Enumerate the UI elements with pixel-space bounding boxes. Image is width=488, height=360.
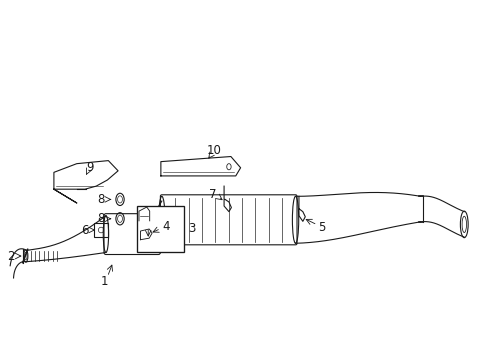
Text: 2: 2: [7, 249, 15, 262]
Text: 10: 10: [206, 144, 222, 157]
Text: 3: 3: [188, 222, 195, 235]
Bar: [136, 206, 184, 252]
Text: 1: 1: [101, 275, 108, 288]
Text: 9: 9: [86, 161, 93, 174]
Text: 6: 6: [81, 224, 89, 237]
Text: 8: 8: [97, 193, 104, 206]
Text: 4: 4: [162, 220, 169, 233]
Text: 8: 8: [97, 212, 104, 225]
Ellipse shape: [461, 216, 466, 233]
Text: 7: 7: [209, 188, 216, 201]
Text: 5: 5: [317, 221, 325, 234]
